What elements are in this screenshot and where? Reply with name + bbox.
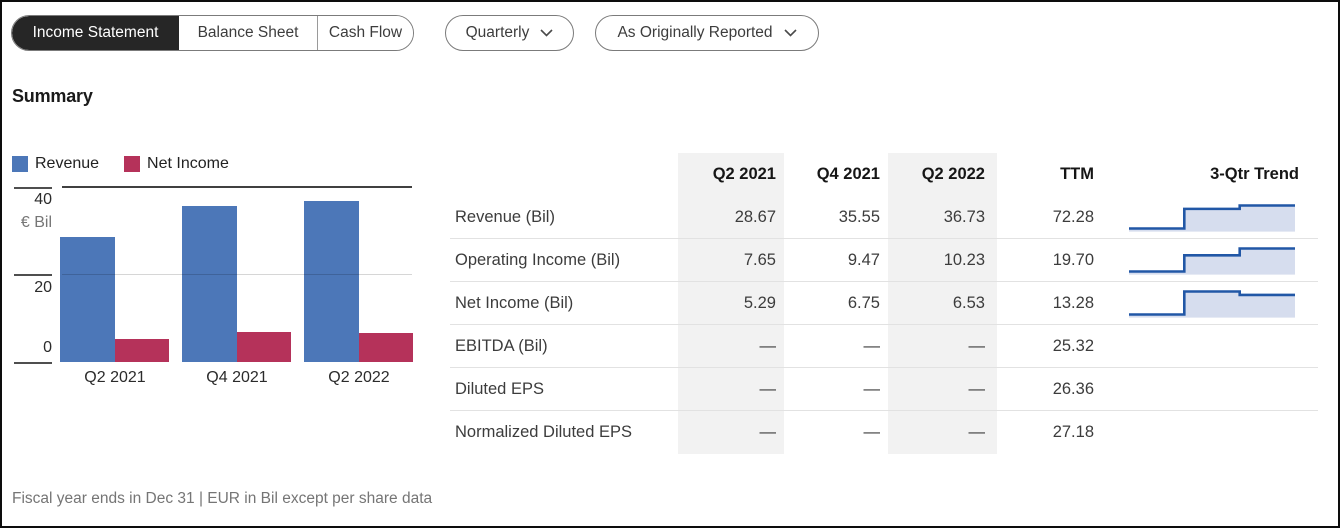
bar-net-income-q2-2021 xyxy=(115,338,169,362)
row-label: Net Income (Bil) xyxy=(455,293,574,312)
report-type-dropdown[interactable]: As Originally Reported xyxy=(595,15,819,51)
highlighted-column xyxy=(888,153,997,454)
chart-top-line xyxy=(62,186,412,188)
column-header: TTM xyxy=(1060,165,1094,183)
highlighted-column xyxy=(678,153,784,454)
value-cell: — xyxy=(968,336,986,355)
column-header: Q2 2021 xyxy=(712,165,776,183)
row-label: EBITDA (Bil) xyxy=(455,336,548,355)
footnote: Fiscal year ends in Dec 31 | EUR in Bil … xyxy=(12,490,433,507)
table-row: Operating Income (Bil) 7.65 9.47 10.23 19.70 xyxy=(450,239,1318,282)
tab-cash-flow[interactable]: Cash Flow xyxy=(317,16,413,50)
legend-label: Net Income xyxy=(147,155,229,172)
value-cell: 10.23 xyxy=(943,250,985,269)
period-dropdown-label: Quarterly xyxy=(465,24,530,41)
x-axis-label: Q4 2021 xyxy=(206,369,268,386)
section-title: Summary xyxy=(12,86,93,106)
row-label: Operating Income (Bil) xyxy=(455,250,621,269)
row-label: Normalized Diluted EPS xyxy=(455,423,632,441)
value-cell: — xyxy=(968,379,986,398)
y-axis-label: 40 xyxy=(34,191,52,208)
period-dropdown[interactable]: Quarterly xyxy=(445,15,574,51)
value-cell: 9.47 xyxy=(847,250,880,269)
tab-balance-sheet[interactable]: Balance Sheet xyxy=(179,16,317,50)
value-cell: — xyxy=(863,336,881,355)
table-row: Diluted EPS — — — 26.36 xyxy=(450,368,1318,411)
bar-net-income-q4-2021 xyxy=(237,332,291,362)
bar-revenue-q4-2021 xyxy=(182,206,237,362)
table-row: Revenue (Bil) 28.67 35.55 36.73 72.28 xyxy=(450,196,1318,239)
y-axis-label: 0 xyxy=(43,339,52,356)
value-cell: — xyxy=(759,423,777,441)
value-cell: — xyxy=(759,336,777,355)
value-cell: 7.65 xyxy=(743,250,776,269)
column-header: Q2 2022 xyxy=(921,165,985,183)
chevron-down-icon xyxy=(540,29,553,37)
value-cell: 6.53 xyxy=(952,293,985,312)
legend-item: Net Income xyxy=(124,155,229,173)
trend-sparkline xyxy=(1129,289,1295,318)
column-header: Q4 2021 xyxy=(816,165,880,183)
y-axis-tick xyxy=(14,361,52,364)
value-cell: 28.67 xyxy=(734,207,776,226)
y-axis-unit-label: € Bil xyxy=(20,214,52,231)
statement-tab-group: Income Statement Balance Sheet Cash Flow xyxy=(11,15,414,51)
tab-income-statement[interactable]: Income Statement xyxy=(12,16,179,50)
legend-item: Revenue xyxy=(12,155,99,173)
x-axis-label: Q2 2021 xyxy=(84,369,146,386)
table-row: Net Income (Bil) 5.29 6.75 6.53 13.28 xyxy=(450,282,1318,325)
financials-table: Q2 2021 Q4 2021 Q2 2022 TTM 3-Qtr Trend Reven… xyxy=(450,153,1318,454)
value-cell: — xyxy=(863,423,881,441)
trend-sparkline xyxy=(1129,246,1295,275)
report-type-dropdown-label: As Originally Reported xyxy=(617,24,773,41)
trend-cell xyxy=(1100,325,1318,368)
table-row: EBITDA (Bil) — — — 25.32 xyxy=(450,325,1318,368)
column-header: 3-Qtr Trend xyxy=(1210,165,1299,183)
value-cell: — xyxy=(759,379,777,398)
value-cell: 25.32 xyxy=(1052,336,1094,355)
row-label: Revenue (Bil) xyxy=(455,207,555,226)
trend-cell xyxy=(1100,196,1318,239)
trend-cell xyxy=(1100,411,1318,454)
legend-label: Revenue xyxy=(35,155,100,172)
value-cell: 26.36 xyxy=(1052,379,1094,398)
value-cell: 13.28 xyxy=(1052,293,1094,312)
chart-gridline xyxy=(62,273,412,276)
y-axis-tick xyxy=(14,274,52,276)
table-header-row: Q2 2021 Q4 2021 Q2 2022 TTM 3-Qtr Trend xyxy=(450,153,1318,196)
trend-cell xyxy=(1100,282,1318,325)
value-cell: 6.75 xyxy=(847,293,880,312)
legend-swatch xyxy=(124,156,141,172)
y-axis-tick xyxy=(14,186,52,189)
table-row: Normalized Diluted EPS — — — 27.18 xyxy=(450,411,1318,454)
trend-cell xyxy=(1100,239,1318,282)
value-cell: 72.28 xyxy=(1052,207,1094,226)
trend-cell xyxy=(1100,368,1318,411)
value-cell: 36.73 xyxy=(943,207,985,226)
row-label: Diluted EPS xyxy=(455,379,544,398)
value-cell: 27.18 xyxy=(1052,423,1094,441)
trend-sparkline xyxy=(1129,203,1295,232)
legend-swatch xyxy=(12,156,28,172)
bar-net-income-q2-2022 xyxy=(359,333,413,362)
y-axis-label: 20 xyxy=(34,278,52,296)
bar-revenue-q2-2021 xyxy=(60,236,115,362)
value-cell: — xyxy=(863,379,881,398)
value-cell: 19.70 xyxy=(1052,250,1094,269)
value-cell: — xyxy=(968,423,986,441)
value-cell: 35.55 xyxy=(838,207,880,226)
bar-revenue-q2-2022 xyxy=(304,201,359,362)
chevron-down-icon xyxy=(783,29,797,37)
chart-legend: Revenue Net Income xyxy=(12,155,229,173)
value-cell: 5.29 xyxy=(743,293,776,312)
x-axis-label: Q2 2022 xyxy=(328,369,390,386)
